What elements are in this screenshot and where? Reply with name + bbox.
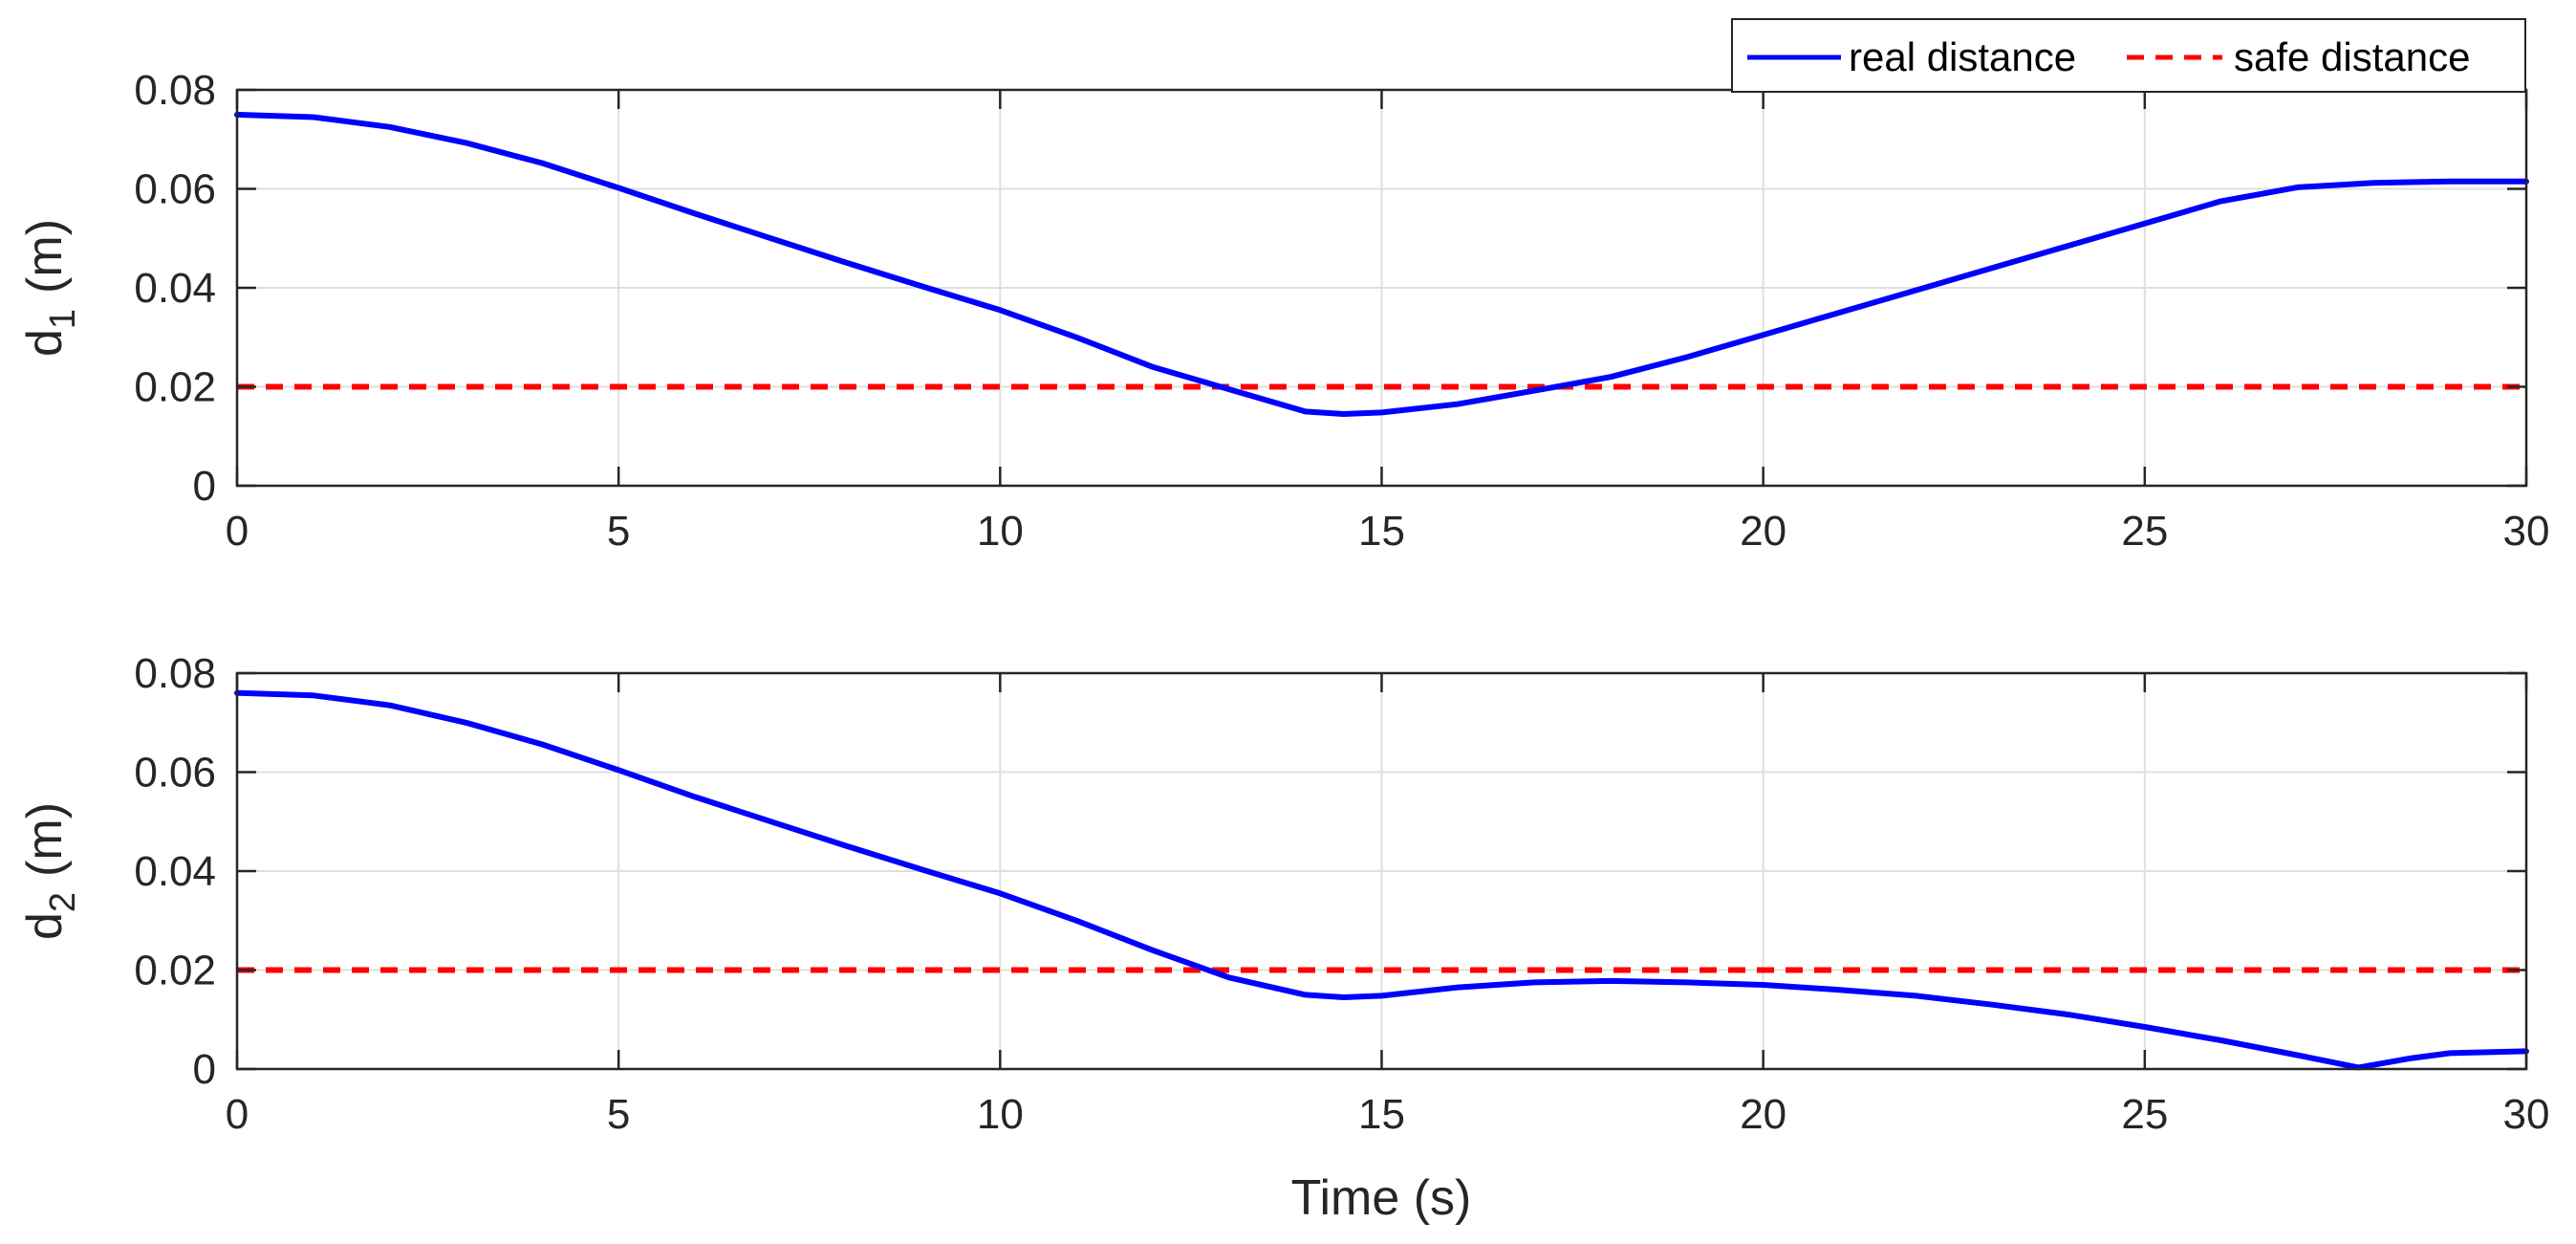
axes-d1: 0 5 10 15 20 25 30 0 0.02 0.04 0.06 0.08 d1(m)	[17, 67, 2549, 555]
ytick-label: 0.04	[134, 265, 216, 312]
axes-d2-series	[234, 689, 2529, 1071]
ytick-label: 0.08	[134, 67, 216, 114]
ytick-label: 0	[193, 463, 216, 510]
axes-d1-xticks: 0 5 10 15 20 25 30	[226, 90, 2550, 555]
ytick-label: 0.06	[134, 166, 216, 213]
legend-label-safe-distance: safe distance	[2234, 34, 2471, 79]
ytick-label: 0	[193, 1046, 216, 1093]
axes-d1-ylabel: d1(m)	[17, 219, 83, 357]
axes-d2-ylabel: d2(m)	[17, 802, 83, 940]
xtick-label: 20	[1740, 508, 1786, 555]
xtick-label: 30	[2503, 1091, 2550, 1138]
legend: real distance safe distance	[1731, 18, 2526, 93]
axes-d1-yticks: 0 0.02 0.04 0.06 0.08	[134, 67, 2526, 510]
legend-label-real-distance: real distance	[1849, 34, 2076, 79]
series-real-distance-d1	[234, 111, 2529, 417]
xtick-label: 0	[226, 508, 249, 555]
xtick-label: 15	[1358, 1091, 1405, 1138]
axes-d2-yticks: 0 0.02 0.04 0.06 0.08	[134, 650, 2526, 1093]
xtick-label: 30	[2503, 508, 2550, 555]
axes-d2-xlabel: Time (s)	[1291, 1170, 1472, 1226]
ytick-label: 0.02	[134, 364, 216, 411]
xtick-label: 15	[1358, 508, 1405, 555]
ytick-label: 0.08	[134, 650, 216, 697]
axes-d2: 0 5 10 15 20 25 30 0 0.02 0.04 0.06 0.08 d2(m) Tim…	[17, 650, 2549, 1226]
xtick-label: 25	[2121, 508, 2168, 555]
axes-d1-series	[234, 111, 2529, 417]
ytick-label: 0.02	[134, 948, 216, 994]
axes-d2-xticks: 0 5 10 15 20 25 30	[226, 673, 2550, 1138]
xtick-label: 5	[607, 1091, 630, 1138]
series-real-distance-d2	[234, 689, 2529, 1071]
xtick-label: 20	[1740, 1091, 1786, 1138]
xtick-label: 0	[226, 1091, 249, 1138]
ytick-label: 0.04	[134, 848, 216, 895]
xtick-label: 5	[607, 508, 630, 555]
xtick-label: 25	[2121, 1091, 2168, 1138]
ytick-label: 0.06	[134, 750, 216, 797]
xtick-label: 10	[977, 1091, 1024, 1138]
xtick-label: 10	[977, 508, 1024, 555]
